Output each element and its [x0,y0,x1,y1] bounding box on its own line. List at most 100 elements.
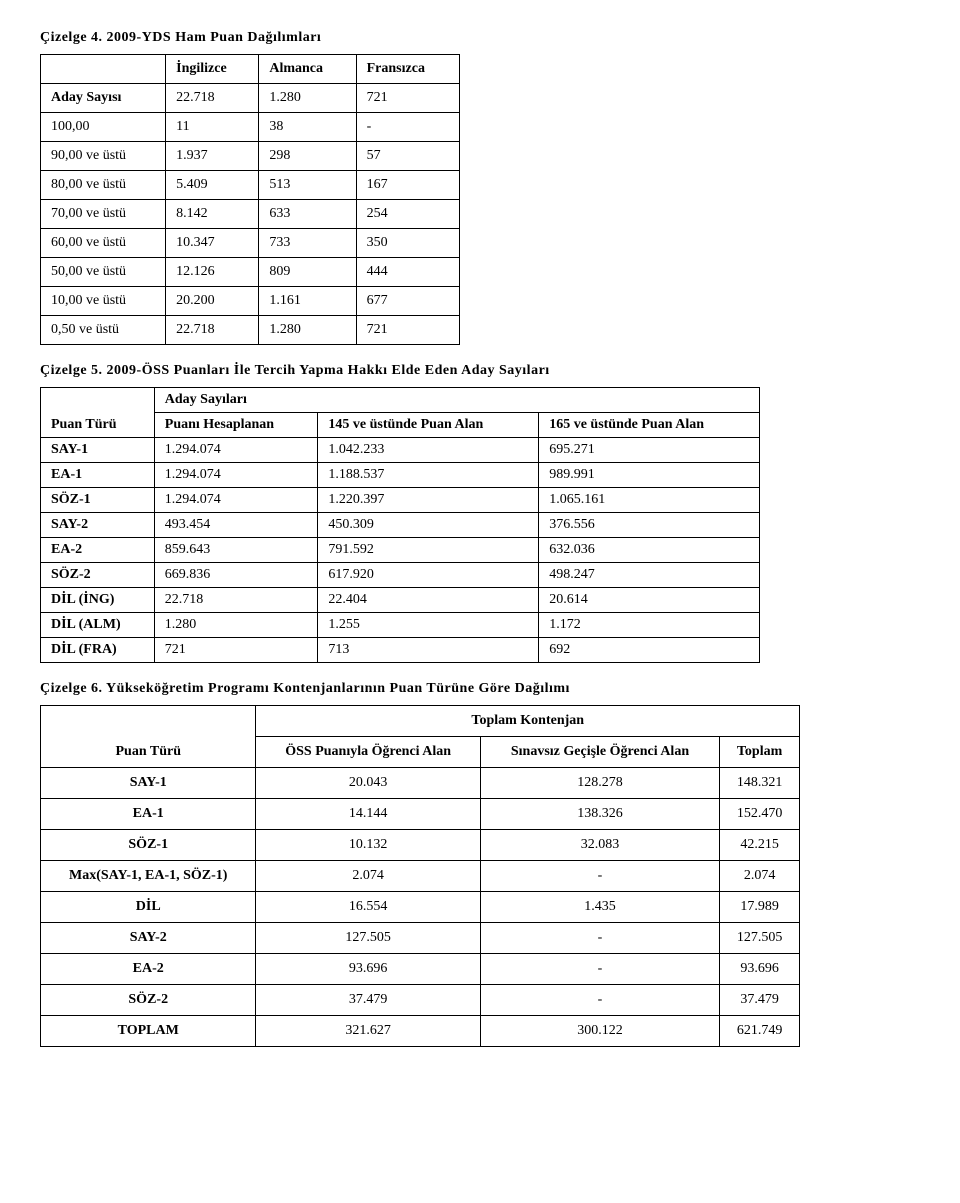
table3-header-row: Puan Türü ÖSS Puanıyla Öğrenci Alan Sına… [41,737,800,768]
table-cell: 50,00 ve üstü [41,258,166,287]
table-cell: 20.200 [166,287,259,316]
table-cell: 1.042.233 [318,438,539,463]
table-cell: 22.404 [318,588,539,613]
table3-h1: ÖSS Puanıyla Öğrenci Alan [256,737,480,768]
table-cell: 12.126 [166,258,259,287]
table3-h0: Puan Türü [41,737,256,768]
table-cell: 2.074 [256,861,480,892]
table-cell: 1.294.074 [154,438,318,463]
table-cell: - [356,113,459,142]
table-row: 50,00 ve üstü12.126809444 [41,258,460,287]
table-cell: 0,50 ve üstü [41,316,166,345]
table3-h3: Toplam [720,737,800,768]
table-cell: SÖZ-1 [41,488,155,513]
table-cell: 298 [259,142,356,171]
table-cell: 152.470 [720,799,800,830]
table-cell: 695.271 [539,438,760,463]
table-cell: - [480,861,719,892]
table-cell: - [480,954,719,985]
table-cell: 1.280 [259,316,356,345]
table3-h2: Sınavsız Geçişle Öğrenci Alan [480,737,719,768]
table-cell: 859.643 [154,538,318,563]
table-cell: DİL [41,892,256,923]
table-cell: 22.718 [154,588,318,613]
table-row: SAY-2493.454450.309376.556 [41,513,760,538]
table-cell: 90,00 ve üstü [41,142,166,171]
table-cell: DİL (İNG) [41,588,155,613]
table-cell: 669.836 [154,563,318,588]
table-cell: 2.074 [720,861,800,892]
table-cell: 1.172 [539,613,760,638]
table2-toprow: Aday Sayıları [41,388,760,413]
table-row: SÖZ-2669.836617.920498.247 [41,563,760,588]
table3-caption: Çizelge 6. Yükseköğretim Programı Konten… [40,681,920,697]
table-row: EA-114.144138.326152.470 [41,799,800,830]
table-cell: 1.280 [154,613,318,638]
table-cell: 1.188.537 [318,463,539,488]
table-cell: 127.505 [720,923,800,954]
table-cell: 10.132 [256,830,480,861]
table-row: Max(SAY-1, EA-1, SÖZ-1)2.074-2.074 [41,861,800,892]
table-row: SÖZ-110.13232.08342.215 [41,830,800,861]
table-cell: 10.347 [166,229,259,258]
table-row: DİL (İNG)22.71822.40420.614 [41,588,760,613]
table-row: 90,00 ve üstü1.93729857 [41,142,460,171]
table-row: 60,00 ve üstü10.347733350 [41,229,460,258]
table-row: Aday Sayısı22.7181.280721 [41,84,460,113]
table-cell: EA-1 [41,463,155,488]
table-cell: 493.454 [154,513,318,538]
table-cell: 450.309 [318,513,539,538]
table-cell: 100,00 [41,113,166,142]
table-cell: SAY-2 [41,513,155,538]
table-cell: SAY-2 [41,923,256,954]
table-cell: 148.321 [720,768,800,799]
table-row: 70,00 ve üstü8.142633254 [41,200,460,229]
table-cell: - [480,923,719,954]
table-row: EA-11.294.0741.188.537989.991 [41,463,760,488]
table2: Aday Sayıları Puan Türü Puanı Hesaplanan… [40,387,760,663]
table1-h1: İngilizce [166,55,259,84]
table-cell: 989.991 [539,463,760,488]
table-cell: SAY-1 [41,438,155,463]
table-row: SAY-2127.505-127.505 [41,923,800,954]
table1-h2: Almanca [259,55,356,84]
table-cell: DİL (ALM) [41,613,155,638]
table-cell: 20.614 [539,588,760,613]
table-cell: 37.479 [256,985,480,1016]
table-cell: 93.696 [256,954,480,985]
table-cell: 254 [356,200,459,229]
table2-empty [41,388,155,413]
table1-h0 [41,55,166,84]
table-row: 80,00 ve üstü5.409513167 [41,171,460,200]
table3: Toplam Kontenjan Puan Türü ÖSS Puanıyla … [40,705,800,1047]
table-row: DİL (FRA)721713692 [41,638,760,663]
table-row: 100,001138- [41,113,460,142]
table-cell: SAY-1 [41,768,256,799]
table-cell: 444 [356,258,459,287]
table-row: SÖZ-237.479-37.479 [41,985,800,1016]
table-cell: 621.749 [720,1016,800,1047]
table-cell: EA-1 [41,799,256,830]
table-row: 0,50 ve üstü22.7181.280721 [41,316,460,345]
table-cell: 677 [356,287,459,316]
table-cell: 11 [166,113,259,142]
table-cell: Max(SAY-1, EA-1, SÖZ-1) [41,861,256,892]
table-cell: 1.294.074 [154,488,318,513]
table-row: SAY-120.043128.278148.321 [41,768,800,799]
table-cell: 1.435 [480,892,719,923]
table-cell: 138.326 [480,799,719,830]
table1-caption: Çizelge 4. 2009-YDS Ham Puan Dağılımları [40,30,920,46]
table1-header-row: İngilizce Almanca Fransızca [41,55,460,84]
table-cell: 721 [154,638,318,663]
table2-header-row: Puan Türü Puanı Hesaplanan 145 ve üstünd… [41,413,760,438]
table-cell: TOPLAM [41,1016,256,1047]
table-cell: 70,00 ve üstü [41,200,166,229]
table3-toprow: Toplam Kontenjan [41,706,800,737]
table-cell: 60,00 ve üstü [41,229,166,258]
table-cell: 80,00 ve üstü [41,171,166,200]
table-row: EA-293.696-93.696 [41,954,800,985]
table-cell: 713 [318,638,539,663]
table-row: DİL (ALM)1.2801.2551.172 [41,613,760,638]
table-cell: 721 [356,84,459,113]
table-cell: 1.937 [166,142,259,171]
